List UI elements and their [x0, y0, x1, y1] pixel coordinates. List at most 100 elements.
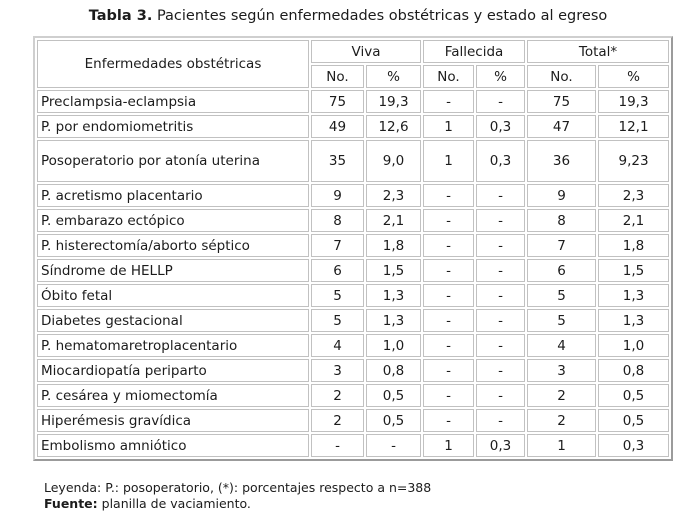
disease-name: Miocardiopatía periparto: [41, 362, 207, 379]
total-pct-cell: 19,3: [598, 90, 670, 113]
total-no-cell: 7: [527, 234, 597, 257]
viva-no-cell: 6: [311, 259, 364, 282]
fallecida-pct-cell: -: [476, 90, 526, 113]
fallecida-pct-cell: -: [476, 234, 526, 257]
fallecida-pct-cell: -: [476, 309, 526, 332]
subheader-total-pct: %: [598, 65, 670, 88]
total-pct-cell: 0,3: [598, 434, 670, 457]
table-row: Posoperatorio por atonía uterina 35 9,0 1 0,…: [37, 140, 670, 182]
total-no-cell: 36: [527, 140, 597, 182]
total-no-cell: 2: [527, 384, 597, 407]
viva-pct-cell: 1,5: [366, 259, 422, 282]
fallecida-pct-cell: -: [476, 284, 526, 307]
disease-name-cell: P. hematomaretroplacentario: [37, 334, 309, 357]
fallecida-pct-cell: 0,3: [476, 140, 526, 182]
viva-pct-cell: 2,1: [366, 209, 422, 232]
total-no-cell: 9: [527, 184, 597, 207]
table-row: P. por endomiometritis 49 12,6 1 0,3 47 12,1: [37, 115, 670, 138]
header-row-groups: Enfermedades obstétricas Viva Fallecida …: [37, 40, 670, 88]
viva-no-cell: 35: [311, 140, 364, 182]
fallecida-no-cell: -: [423, 209, 475, 232]
fallecida-pct-cell: -: [476, 409, 526, 432]
viva-no-cell: 49: [311, 115, 364, 138]
viva-no-cell: 2: [311, 384, 364, 407]
viva-pct-cell: 0,8: [366, 359, 422, 382]
fallecida-pct-cell: -: [476, 359, 526, 382]
fallecida-no-cell: -: [423, 259, 475, 282]
legend-line: Leyenda: P.: posoperatorio, (*): porcent…: [44, 480, 432, 495]
disease-name-cell: Hiperémesis gravídica: [37, 409, 309, 432]
table-row: P. histerectomía/aborto séptico 7 1,8- -7 1,…: [37, 234, 670, 257]
fallecida-pct-cell: -: [476, 184, 526, 207]
fallecida-no-cell: -: [423, 359, 475, 382]
total-pct-cell: 0,8: [598, 359, 670, 382]
total-no-cell: 3: [527, 359, 597, 382]
total-no-cell: 4: [527, 334, 597, 357]
fallecida-no-cell: -: [423, 284, 475, 307]
disease-name-cell: P. embarazo ectópico: [37, 209, 309, 232]
table-row: Óbito fetal 5 1,3- -5 1,3: [37, 284, 670, 307]
fallecida-pct-cell: 0,3: [476, 115, 526, 138]
subheader-total-no: No.: [527, 65, 597, 88]
viva-no-cell: 9: [311, 184, 364, 207]
table-row: Miocardiopatía periparto 3 0,8- -3 0,8: [37, 359, 670, 382]
fallecida-no-cell: 1: [423, 140, 475, 182]
total-no-cell: 6: [527, 259, 597, 282]
table-footer: Leyenda: P.: posoperatorio, (*): porcent…: [44, 480, 694, 512]
total-no-cell: 2: [527, 409, 597, 432]
column-group-total: Total*: [527, 40, 670, 63]
fallecida-no-cell: 1: [423, 434, 475, 457]
viva-pct-cell: 12,6: [366, 115, 422, 138]
fallecida-no-cell: -: [423, 309, 475, 332]
total-pct-cell: 0,5: [598, 409, 670, 432]
viva-pct-cell: -: [366, 434, 422, 457]
table-caption: Tabla 3. Pacientes según enfermedades ob…: [33, 8, 663, 24]
obstetric-diseases-table: Enfermedades obstétricas Viva Fallecida …: [33, 36, 674, 461]
disease-name-cell: P. por endomiometritis: [37, 115, 309, 138]
disease-name: Posoperatorio por atonía uterina: [41, 153, 260, 169]
total-pct-cell: 1,8: [598, 234, 670, 257]
fallecida-pct-cell: -: [476, 384, 526, 407]
total-pct-cell: 1,0: [598, 334, 670, 357]
disease-name: P. histerectomía/aborto séptico: [41, 237, 250, 254]
table-row: Preclampsia-eclampsia 75 19,3- -75 19,3: [37, 90, 670, 113]
viva-no-cell: 5: [311, 309, 364, 332]
disease-name-cell: P. acretismo placentario: [37, 184, 309, 207]
header-row-sub: No. % No. % No. %: [37, 65, 670, 88]
viva-pct-cell: 1,3: [366, 309, 422, 332]
total-pct-cell: 1,3: [598, 309, 670, 332]
viva-pct-cell: 9,0: [366, 140, 422, 182]
total-pct-cell: 0,5: [598, 384, 670, 407]
table-row: P. cesárea y miomectomía 2 0,5- -2 0,5: [37, 384, 670, 407]
total-pct-cell: 1,3: [598, 284, 670, 307]
fallecida-no-cell: -: [423, 334, 475, 357]
disease-name: P. acretismo placentario: [41, 187, 203, 204]
viva-no-cell: 7: [311, 234, 364, 257]
viva-pct-cell: 1,3: [366, 284, 422, 307]
table-row: Síndrome de HELLP 6 1,5- -6 1,5: [37, 259, 670, 282]
total-no-cell: 8: [527, 209, 597, 232]
source-line: Fuente: planilla de vaciamiento.: [44, 496, 694, 512]
viva-pct-cell: 0,5: [366, 409, 422, 432]
table-row: P. embarazo ectópico 8 2,1- -8 2,1: [37, 209, 670, 232]
viva-pct-cell: 0,5: [366, 384, 422, 407]
total-no-cell: 75: [527, 90, 597, 113]
viva-pct-cell: 1,8: [366, 234, 422, 257]
disease-name-cell: Óbito fetal: [37, 284, 309, 307]
disease-name: P. por endomiometritis: [41, 118, 194, 135]
disease-name: Embolismo amniótico: [41, 437, 187, 454]
viva-no-cell: 2: [311, 409, 364, 432]
viva-no-cell: 5: [311, 284, 364, 307]
viva-no-cell: 3: [311, 359, 364, 382]
total-no-cell: 5: [527, 284, 597, 307]
viva-pct-cell: 1,0: [366, 334, 422, 357]
viva-pct-cell: 2,3: [366, 184, 422, 207]
table-row: Diabetes gestacional 5 1,3- -5 1,3: [37, 309, 670, 332]
disease-name: Preclampsia-eclampsia: [41, 93, 197, 110]
table-caption-number: Tabla 3.: [88, 8, 153, 24]
subheader-viva-pct: %: [366, 65, 422, 88]
fallecida-pct-cell: -: [476, 334, 526, 357]
disease-name-cell: Posoperatorio por atonía uterina: [37, 140, 309, 182]
source-label: Fuente:: [44, 496, 98, 511]
